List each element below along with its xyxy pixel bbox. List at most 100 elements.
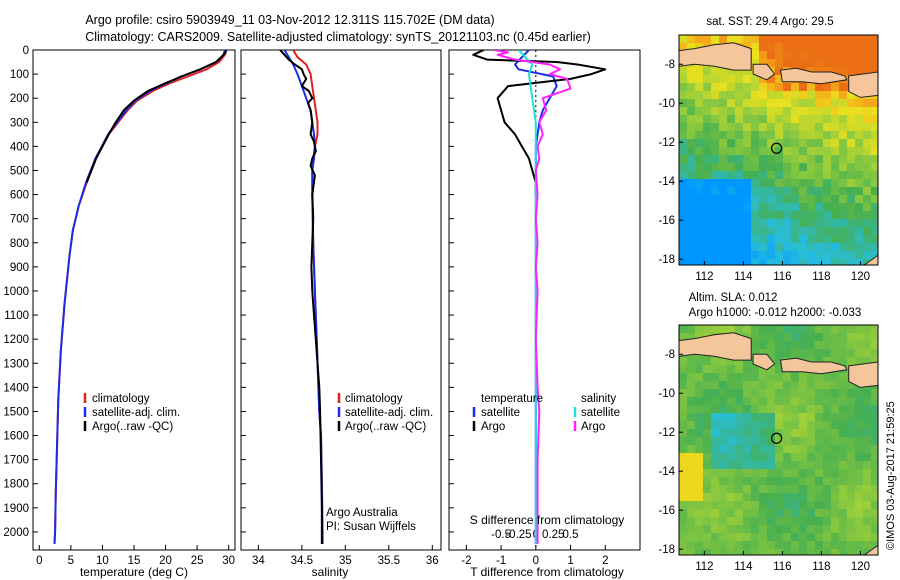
map-cell: [783, 83, 792, 92]
map-cell: [767, 381, 776, 390]
map-cell: [855, 357, 864, 366]
map-cell: [791, 445, 800, 454]
map-cell: [863, 227, 872, 236]
map-cell: [791, 227, 800, 236]
map-cell: [815, 549, 824, 555]
map-cell: [799, 429, 808, 438]
map-cell: [871, 429, 878, 438]
map-cell: [679, 381, 688, 390]
map-cell: [831, 517, 840, 526]
map-cell: [831, 187, 840, 196]
map-cell: [767, 477, 776, 486]
map-cell: [759, 83, 768, 92]
map-cell: [759, 541, 768, 550]
map-cell: [775, 227, 784, 236]
map-cell: [871, 139, 878, 148]
map-cell: [719, 131, 728, 140]
map-cell: [751, 485, 760, 494]
map-cell: [687, 405, 696, 414]
map-cell: [807, 381, 816, 390]
map-cell: [743, 179, 752, 188]
map-cell: [815, 453, 824, 462]
map-cell: [767, 429, 776, 438]
map-cell: [703, 75, 712, 84]
s-tick-label: -0.25: [505, 529, 531, 541]
map-cell: [791, 437, 800, 446]
map-cell: [807, 397, 816, 406]
lat-tick-label: -16: [658, 215, 675, 227]
map-cell: [695, 389, 704, 398]
map-cell: [767, 211, 776, 220]
map-cell: [839, 67, 848, 76]
legend-s-argo-label: Argo: [581, 421, 605, 433]
map-cell: [759, 43, 768, 52]
map-cell: [831, 485, 840, 494]
map-cell: [855, 115, 864, 124]
map-cell: [727, 219, 736, 228]
map-cell: [743, 115, 752, 124]
map-cell: [767, 349, 776, 358]
map-cell: [759, 115, 768, 124]
land-mass: [679, 325, 752, 361]
map-cell: [871, 115, 878, 124]
map-cell: [807, 509, 816, 518]
map-cell: [759, 421, 768, 430]
map-cell: [871, 179, 878, 188]
land-mass: [679, 35, 752, 71]
map-cell: [743, 163, 752, 172]
map-cell: [735, 83, 744, 92]
map-cell: [767, 243, 776, 252]
salinity-axis-label: salinity: [312, 565, 349, 579]
map-cell: [831, 251, 840, 260]
map-cell: [679, 99, 688, 108]
map-cell: [831, 227, 840, 236]
map-cell: [687, 541, 696, 550]
map-cell: [823, 397, 832, 406]
map-cell: [823, 333, 832, 342]
map-cell: [759, 235, 768, 244]
map-cell: [823, 187, 832, 196]
map-cell: [767, 163, 776, 172]
map-cell: [751, 227, 760, 236]
map-cell: [711, 525, 720, 534]
y-tick-label: 1500: [3, 406, 29, 418]
map-cell: [847, 341, 856, 350]
map-cell: [783, 485, 792, 494]
x-tick-label: -2: [461, 555, 471, 567]
map-cell: [783, 91, 792, 100]
map-cell: [727, 123, 736, 132]
legend-t-argo-label: Argo: [481, 421, 505, 433]
map-cell: [711, 389, 720, 398]
map-cell: [783, 501, 792, 510]
map-cell: [711, 541, 720, 550]
map-cell: [823, 107, 832, 116]
map-cell: [783, 421, 792, 430]
map-cell: [847, 107, 856, 116]
map-cell: [703, 259, 712, 265]
map-cell: [791, 525, 800, 534]
map-cell: [831, 437, 840, 446]
map-cell: [695, 397, 704, 406]
map-cell: [767, 533, 776, 542]
map-cell: [719, 163, 728, 172]
map-cell: [839, 43, 848, 52]
map-cell: [775, 139, 784, 148]
map-cell: [687, 477, 696, 486]
map-cell: [799, 421, 808, 430]
y-tick-label: 800: [10, 238, 29, 250]
map-cell: [743, 541, 752, 550]
map-cell: [807, 325, 816, 334]
map-cell: [735, 155, 744, 164]
map-cell: [759, 389, 768, 398]
lon-tick-label: 112: [695, 561, 713, 573]
map-cell: [767, 549, 776, 555]
map-cell: [823, 179, 832, 188]
map-cell: [687, 227, 696, 236]
map-cell: [767, 421, 776, 430]
map-cell: [783, 325, 792, 334]
map-cell: [815, 341, 824, 350]
map-cell: [823, 373, 832, 382]
map-cell: [751, 429, 760, 438]
map-cell: [839, 549, 848, 555]
